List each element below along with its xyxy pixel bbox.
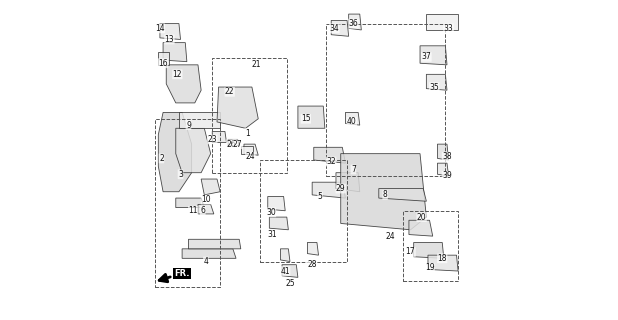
Bar [326, 24, 446, 176]
Text: 9: 9 [186, 121, 191, 130]
Polygon shape [269, 217, 289, 230]
Polygon shape [379, 188, 426, 201]
Polygon shape [176, 128, 211, 173]
Polygon shape [198, 204, 214, 214]
Bar [212, 59, 287, 173]
Text: 2: 2 [159, 154, 164, 163]
Text: 8: 8 [383, 190, 387, 199]
Polygon shape [163, 43, 187, 62]
Text: 33: 33 [444, 24, 454, 33]
Text: 5: 5 [318, 192, 323, 201]
Text: 18: 18 [438, 254, 447, 263]
Polygon shape [217, 87, 258, 128]
Polygon shape [241, 146, 253, 154]
Polygon shape [182, 249, 236, 258]
Text: 20: 20 [417, 212, 426, 222]
Polygon shape [349, 14, 362, 30]
Polygon shape [244, 144, 258, 155]
Polygon shape [298, 106, 325, 128]
Polygon shape [179, 112, 220, 128]
Polygon shape [158, 112, 192, 192]
Text: 30: 30 [266, 208, 276, 217]
Polygon shape [228, 140, 239, 146]
Polygon shape [420, 46, 447, 65]
Text: 17: 17 [405, 247, 415, 257]
Bar [402, 211, 458, 281]
Text: 6: 6 [200, 206, 205, 215]
Text: 12: 12 [172, 70, 182, 79]
Text: 38: 38 [442, 152, 452, 161]
Polygon shape [413, 243, 444, 258]
Text: 11: 11 [188, 206, 198, 215]
Text: 22: 22 [225, 87, 234, 96]
Polygon shape [281, 249, 290, 261]
Polygon shape [438, 144, 449, 160]
Polygon shape [314, 147, 345, 163]
Polygon shape [201, 179, 220, 195]
Text: 13: 13 [164, 35, 174, 44]
Text: 14: 14 [155, 24, 165, 33]
Polygon shape [176, 198, 205, 208]
Text: 28: 28 [307, 260, 317, 269]
Polygon shape [212, 132, 227, 142]
Text: 37: 37 [421, 52, 431, 61]
Polygon shape [331, 20, 349, 36]
Polygon shape [166, 65, 201, 103]
Polygon shape [188, 239, 241, 249]
Text: 36: 36 [349, 19, 358, 28]
Bar [155, 119, 220, 287]
Text: FR.: FR. [159, 269, 190, 282]
Text: 4: 4 [203, 257, 208, 266]
Text: 21: 21 [252, 60, 261, 69]
Polygon shape [160, 24, 180, 39]
Polygon shape [312, 182, 345, 198]
Text: 35: 35 [430, 83, 439, 92]
Text: 16: 16 [158, 59, 168, 68]
Text: 24: 24 [385, 232, 395, 241]
Polygon shape [336, 173, 360, 192]
Bar [260, 160, 347, 261]
Text: 24: 24 [245, 152, 255, 161]
Polygon shape [426, 14, 458, 30]
Text: 39: 39 [442, 172, 452, 180]
Polygon shape [158, 52, 169, 65]
Polygon shape [282, 265, 298, 277]
Text: 34: 34 [329, 24, 339, 33]
Polygon shape [268, 196, 286, 211]
Text: 26: 26 [226, 140, 236, 148]
Text: 27: 27 [233, 140, 242, 148]
Text: 10: 10 [201, 195, 211, 204]
Text: 19: 19 [425, 263, 434, 272]
Text: 41: 41 [281, 267, 290, 276]
Polygon shape [426, 74, 447, 90]
Polygon shape [428, 255, 458, 271]
Text: 7: 7 [351, 165, 356, 174]
Text: 25: 25 [285, 279, 295, 288]
Polygon shape [341, 154, 426, 230]
Polygon shape [307, 243, 318, 255]
Polygon shape [409, 220, 433, 236]
Text: 40: 40 [347, 117, 357, 126]
Text: 31: 31 [268, 230, 277, 239]
Text: 23: 23 [208, 135, 217, 144]
Text: 32: 32 [326, 157, 336, 166]
Polygon shape [345, 112, 360, 125]
Text: 15: 15 [301, 114, 311, 123]
Text: 1: 1 [245, 129, 250, 138]
Text: 29: 29 [336, 184, 345, 193]
Polygon shape [438, 163, 449, 176]
Text: 3: 3 [178, 170, 183, 179]
